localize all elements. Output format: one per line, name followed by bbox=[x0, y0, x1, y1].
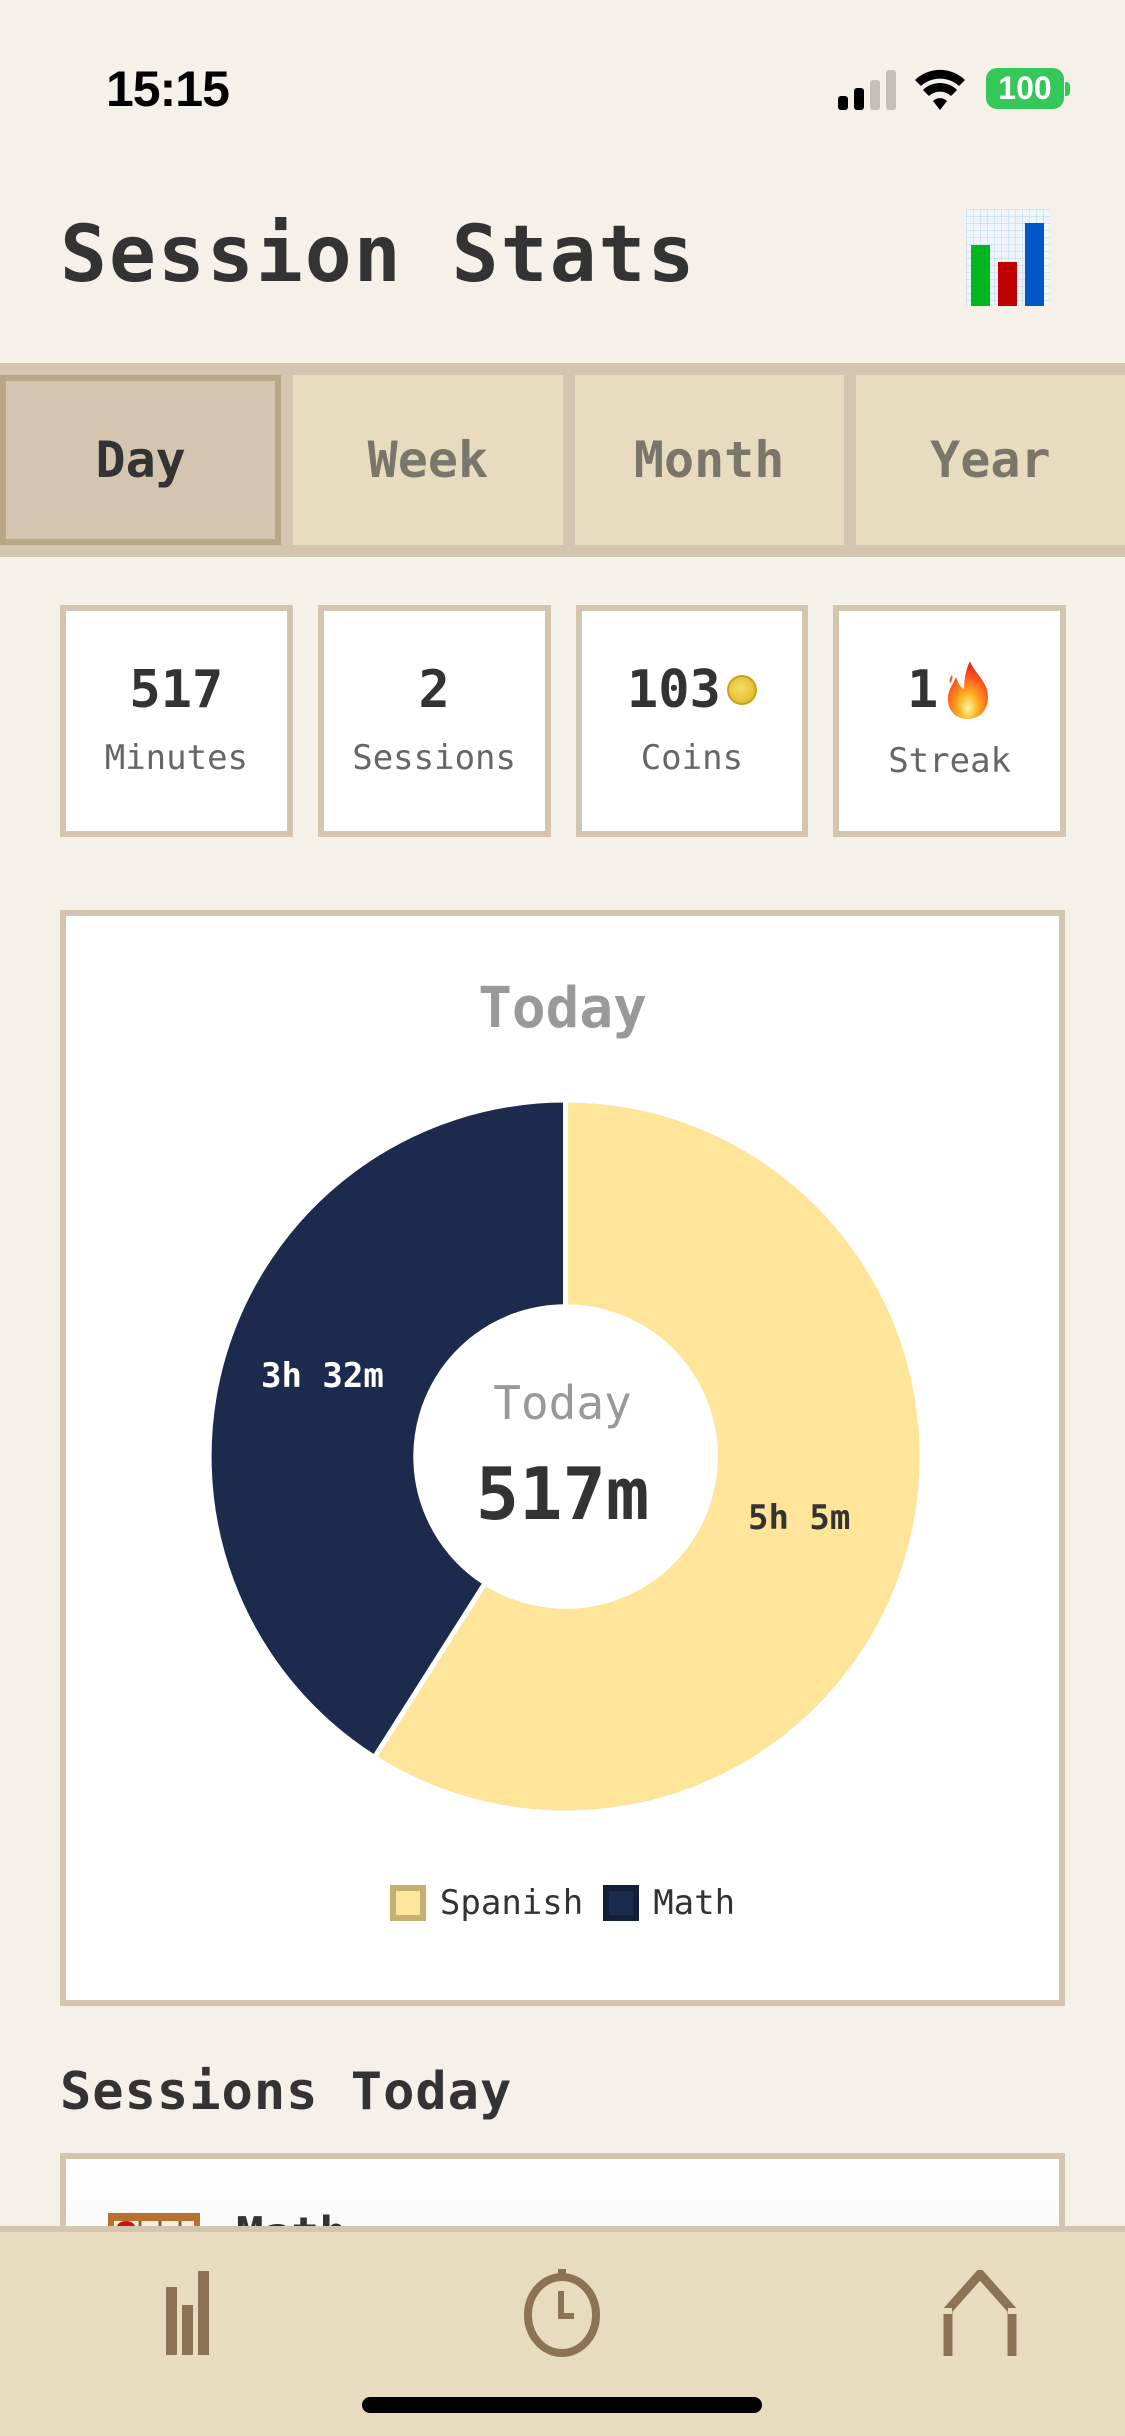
status-time: 15:15 bbox=[106, 61, 230, 117]
donut-center-label: Today bbox=[493, 1376, 632, 1430]
home-icon bbox=[940, 2270, 1020, 2356]
coins-value: 103 bbox=[626, 660, 721, 720]
slice-label-math: 3h 32m bbox=[261, 1356, 384, 1396]
battery-indicator: 100 bbox=[986, 68, 1064, 109]
status-bar: 15:15 100 bbox=[0, 0, 1125, 150]
stat-label: Streak bbox=[888, 741, 1012, 781]
donut-chart bbox=[209, 1100, 922, 1813]
stat-card-coins: 103 Coins bbox=[575, 605, 809, 837]
battery-cap bbox=[1065, 82, 1070, 96]
bar-chart-icon bbox=[166, 2271, 209, 2355]
stat-value: 103 bbox=[627, 664, 757, 716]
bar-chart-emoji-icon[interactable] bbox=[966, 209, 1050, 306]
legend-label: Math bbox=[653, 1883, 736, 1923]
nav-home-button[interactable] bbox=[920, 2258, 1040, 2368]
legend-item-math[interactable]: Math bbox=[603, 1883, 735, 1923]
chart-title: Today bbox=[478, 976, 647, 1041]
stat-value: 2 bbox=[418, 664, 449, 716]
slice-spanish[interactable] bbox=[370, 1100, 922, 1813]
legend-swatch-math bbox=[603, 1885, 640, 1921]
slice-label-spanish: 5h 5m bbox=[748, 1498, 851, 1538]
period-tabs: Day Week Month Year bbox=[0, 363, 1125, 557]
stat-label: Minutes bbox=[104, 738, 249, 778]
fire-icon bbox=[948, 661, 989, 719]
legend-swatch-spanish bbox=[389, 1885, 426, 1921]
stat-card-minutes: 517 Minutes bbox=[60, 605, 293, 837]
slice-math[interactable] bbox=[209, 1100, 568, 1761]
cellular-signal-icon bbox=[838, 68, 900, 110]
stat-label: Sessions bbox=[352, 738, 516, 778]
legend-label: Spanish bbox=[439, 1883, 584, 1923]
streak-value: 1 bbox=[906, 660, 939, 720]
wifi-icon bbox=[915, 69, 965, 110]
page-title: Session Stats bbox=[60, 210, 697, 300]
home-indicator[interactable] bbox=[362, 2397, 762, 2413]
stats-row: 517 Minutes 2 Sessions 103 Coins 1 bbox=[60, 605, 1066, 837]
header: Session Stats bbox=[0, 180, 1125, 360]
stat-value: 517 bbox=[129, 664, 223, 716]
coin-icon bbox=[726, 675, 757, 705]
tab-day[interactable]: Day bbox=[0, 375, 282, 545]
chart-card: Today 3h 32m 5h 5m Today 517m Spanish Ma… bbox=[60, 910, 1065, 2006]
stat-value: 1 bbox=[907, 661, 992, 719]
sessions-section-title: Sessions Today bbox=[60, 2062, 513, 2122]
minutes-value: 517 bbox=[129, 660, 224, 720]
legend-item-spanish[interactable]: Spanish bbox=[389, 1883, 584, 1923]
stat-label: Coins bbox=[640, 738, 744, 778]
nav-stats-button[interactable] bbox=[128, 2258, 248, 2368]
nav-timer-button[interactable] bbox=[502, 2258, 622, 2368]
sessions-value: 2 bbox=[418, 660, 450, 720]
clock-icon bbox=[524, 2269, 600, 2357]
tab-week[interactable]: Week bbox=[293, 375, 563, 545]
chart-legend: Spanish Math bbox=[66, 1883, 1059, 1923]
tab-year[interactable]: Year bbox=[855, 375, 1125, 545]
tab-month[interactable]: Month bbox=[574, 375, 844, 545]
stat-card-streak: 1 Streak bbox=[833, 605, 1066, 837]
donut-center-value: 517m bbox=[475, 1452, 650, 1536]
stat-card-sessions: 2 Sessions bbox=[317, 605, 551, 837]
